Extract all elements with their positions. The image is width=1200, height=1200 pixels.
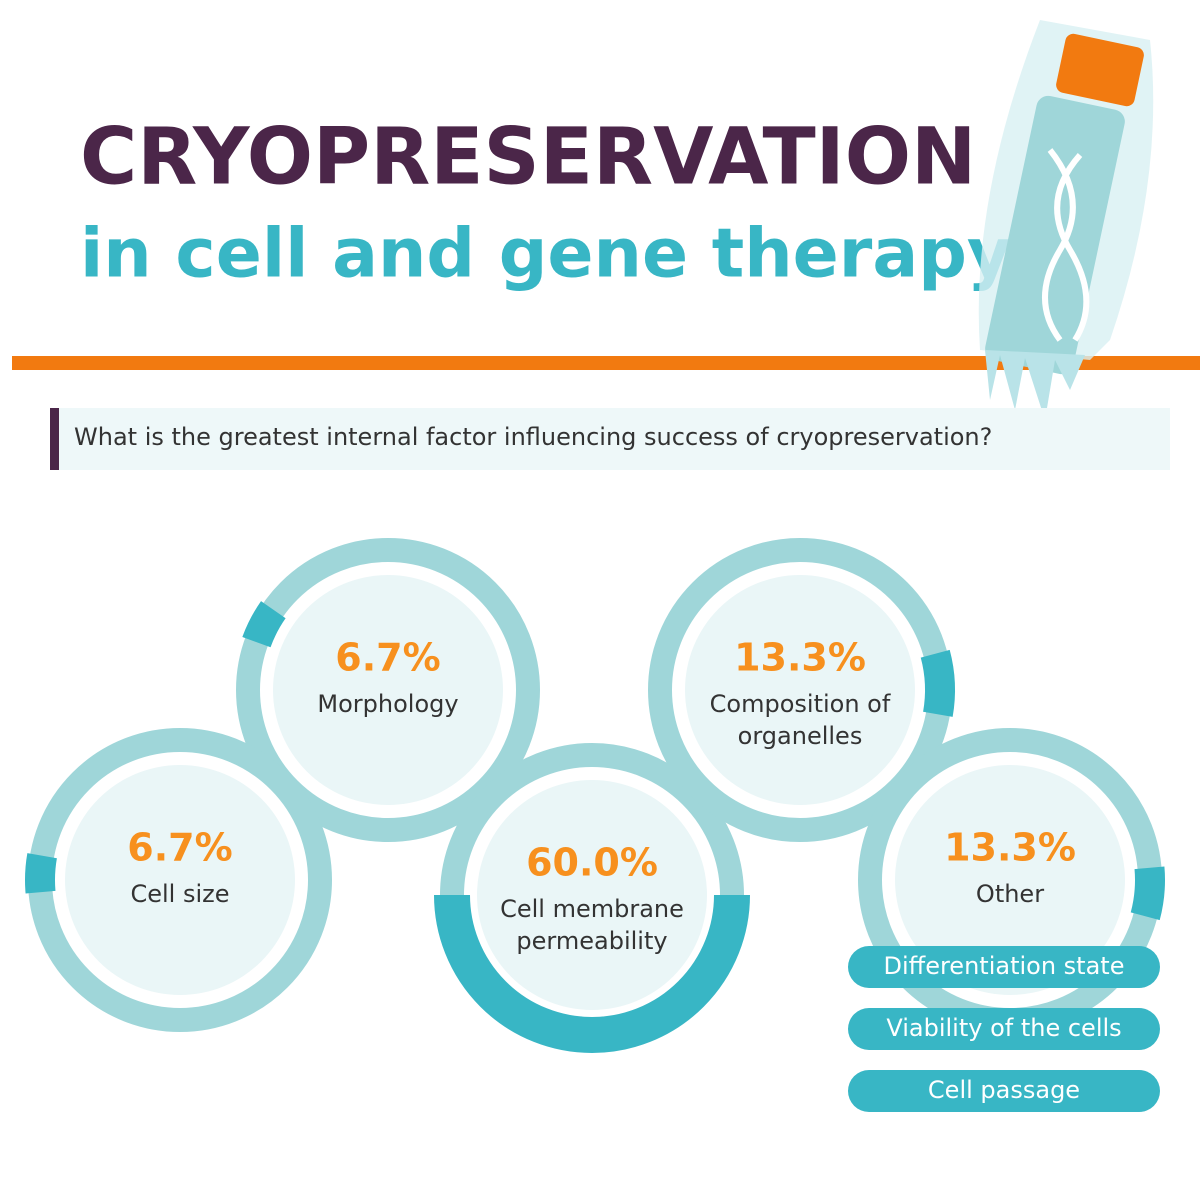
ring-accent bbox=[434, 894, 750, 1053]
question-box bbox=[50, 408, 1170, 470]
ring bbox=[236, 538, 540, 842]
factor-circle bbox=[685, 575, 915, 805]
factor-label: Cell size bbox=[130, 880, 229, 908]
factor-label: Cell membrane bbox=[500, 895, 684, 923]
factor-circle bbox=[477, 780, 707, 1010]
pill bbox=[848, 946, 1160, 988]
factor-label: Composition of bbox=[710, 690, 891, 718]
factor-percent: 13.3% bbox=[944, 826, 1076, 870]
factor-label: organelles bbox=[738, 722, 863, 750]
pill bbox=[848, 1070, 1160, 1112]
ring-accent bbox=[920, 649, 955, 717]
factor-circle bbox=[65, 765, 295, 995]
factor-percent: 6.7% bbox=[127, 826, 232, 870]
factor-percent: 6.7% bbox=[335, 636, 440, 680]
factor-percent: 13.3% bbox=[734, 636, 866, 680]
ring-accent bbox=[242, 601, 286, 648]
factor-label: permeability bbox=[516, 927, 667, 955]
factor-label: Other bbox=[976, 880, 1044, 908]
pill-label: Differentiation state bbox=[884, 952, 1125, 980]
ring-accent bbox=[1130, 866, 1165, 921]
pill bbox=[848, 1008, 1160, 1050]
factor-label: Morphology bbox=[317, 690, 458, 718]
factor-circle bbox=[273, 575, 503, 805]
pill-label: Viability of the cells bbox=[886, 1014, 1121, 1042]
title: CRYOPRESERVATION bbox=[80, 112, 976, 202]
test-tube-icon bbox=[978, 20, 1154, 420]
factor-circle bbox=[895, 765, 1125, 995]
subtitle: in cell and gene therapy bbox=[80, 215, 1011, 294]
question-accent bbox=[50, 408, 59, 470]
rings bbox=[25, 538, 1165, 1053]
question: What is the greatest internal factor inf… bbox=[74, 423, 992, 451]
divider bbox=[12, 356, 1200, 370]
factor-percent: 60.0% bbox=[526, 841, 658, 885]
ring-accent bbox=[25, 853, 57, 894]
labels: 6.7% Morphology 6.7% Cell size 60.0% Cell mem… bbox=[127, 636, 1160, 1112]
pill-label: Cell passage bbox=[928, 1076, 1080, 1104]
